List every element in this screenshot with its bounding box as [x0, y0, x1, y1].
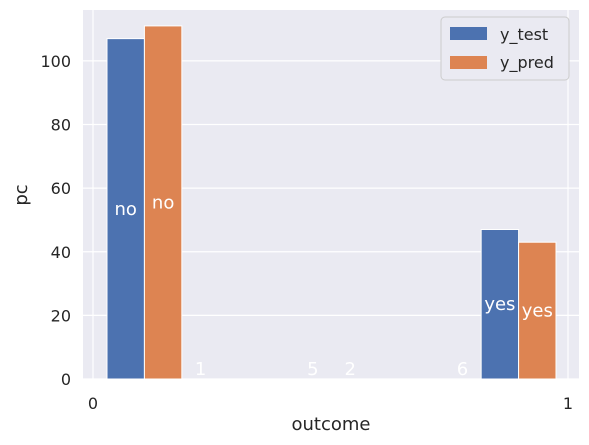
bar-label: yes	[522, 301, 553, 322]
y-tick-labels: 0 20 40 60 80 100	[40, 52, 71, 389]
legend-label-y-pred: y_pred	[500, 53, 554, 73]
bar-label: 6	[457, 359, 468, 380]
bar-label: no	[114, 199, 136, 220]
y-tick-label: 40	[51, 243, 71, 262]
x-tick-label: 0	[88, 394, 98, 413]
y-tick-label: 0	[61, 370, 71, 389]
y-axis-label: pc	[11, 184, 32, 205]
bar-label: no	[152, 192, 174, 213]
y-tick-label: 60	[51, 179, 71, 198]
x-tick-label: 1	[563, 394, 573, 413]
bar-label: yes	[484, 294, 515, 315]
bar-label: 1	[195, 359, 206, 380]
y-tick-label: 20	[51, 306, 71, 325]
bar-labels: no 1 2 yes no 5 6 yes	[114, 192, 552, 380]
bars	[106, 25, 557, 380]
bar-label: 2	[344, 359, 355, 380]
y-tick-label: 80	[51, 116, 71, 135]
bar-y-test-yes	[480, 228, 520, 380]
bar-label: 5	[307, 359, 318, 380]
x-axis-label: outcome	[292, 414, 371, 435]
bar-y-pred-yes	[518, 241, 557, 380]
bar-y-pred-no	[143, 25, 183, 380]
legend-swatch-y-test	[450, 27, 487, 40]
legend-label-y-test: y_test	[500, 25, 548, 45]
legend: y_test y_pred	[440, 16, 570, 81]
bar-y-test-no	[106, 38, 145, 380]
legend-swatch-y-pred	[450, 56, 487, 69]
y-tick-label: 100	[40, 52, 71, 71]
